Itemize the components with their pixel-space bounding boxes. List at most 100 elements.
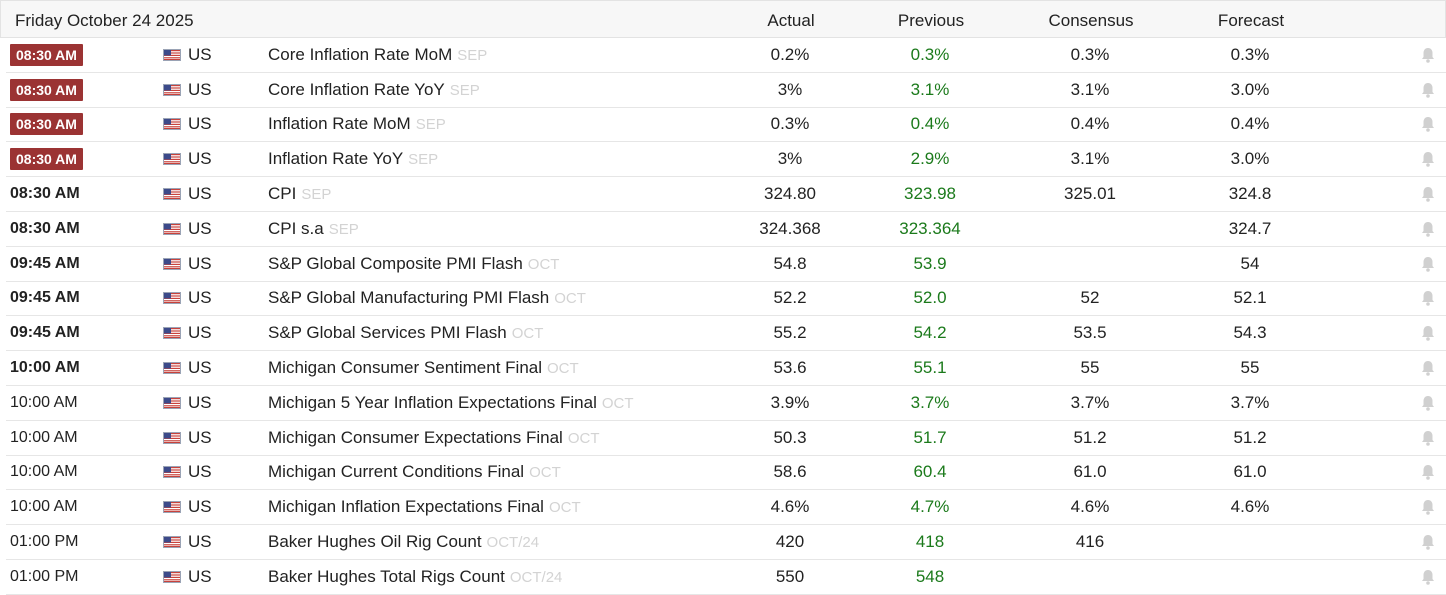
event-name[interactable]: Inflation Rate MoM — [268, 114, 411, 134]
bell-icon[interactable] — [1419, 359, 1437, 377]
event-name[interactable]: Michigan Consumer Sentiment Final — [268, 358, 543, 378]
event-name[interactable]: Baker Hughes Total Rigs Count — [268, 566, 505, 586]
event-name-link[interactable]: S&P Global Manufacturing PMI Flash OCT — [268, 288, 586, 308]
event-row[interactable]: 10:00 AM US Michigan Current Conditions … — [6, 456, 1446, 491]
event-previous: 0.3% — [910, 44, 950, 64]
bell-icon[interactable] — [1419, 289, 1437, 307]
event-name-link[interactable]: Michigan Current Conditions Final OCT — [268, 462, 561, 482]
event-name[interactable]: Michigan Consumer Expectations Final — [268, 427, 563, 447]
event-forecast: 54 — [1240, 253, 1260, 273]
bell-icon[interactable] — [1419, 463, 1437, 481]
event-country: US — [188, 149, 212, 169]
event-row[interactable]: 09:45 AM US S&P Global Manufacturing PMI… — [6, 282, 1446, 317]
event-row[interactable]: 01:00 PM US Baker Hughes Oil Rig Count OC… — [6, 525, 1446, 560]
event-actual: 420 — [775, 532, 805, 552]
event-forecast: 51.2 — [1233, 427, 1267, 447]
event-name-link[interactable]: S&P Global Services PMI Flash OCT — [268, 323, 543, 343]
event-name[interactable]: CPI s.a — [268, 218, 324, 238]
bell-icon[interactable] — [1419, 150, 1437, 168]
us-flag-icon — [163, 292, 181, 305]
event-name[interactable]: Baker Hughes Oil Rig Count — [268, 532, 482, 552]
event-name[interactable]: Core Inflation Rate MoM — [268, 44, 453, 64]
column-header-consensus[interactable]: Consensus — [1048, 11, 1134, 30]
column-header-actual[interactable]: Actual — [767, 11, 815, 30]
event-name-link[interactable]: Michigan Consumer Sentiment Final OCT — [268, 358, 579, 378]
event-name[interactable]: S&P Global Composite PMI Flash — [268, 253, 523, 273]
event-actual: 0.3% — [770, 114, 810, 134]
bell-icon[interactable] — [1419, 115, 1437, 133]
event-name-link[interactable]: CPI s.a SEP — [268, 219, 359, 239]
event-name[interactable]: Michigan Current Conditions Final — [268, 462, 525, 482]
bell-icon[interactable] — [1419, 255, 1437, 273]
event-consensus: 61.0 — [1073, 462, 1107, 482]
event-name-link[interactable]: Baker Hughes Total Rigs Count OCT/24 — [268, 567, 562, 587]
event-name-link[interactable]: Core Inflation Rate MoM SEP — [268, 45, 487, 65]
us-flag-icon — [163, 118, 181, 131]
event-row[interactable]: 10:00 AM US Michigan 5 Year Inflation Ex… — [6, 386, 1446, 421]
event-reference-period: OCT — [554, 290, 586, 308]
bell-icon[interactable] — [1419, 185, 1437, 203]
bell-icon[interactable] — [1419, 498, 1437, 516]
event-forecast: 61.0 — [1233, 462, 1267, 482]
event-country: US — [188, 184, 212, 204]
event-time: 01:00 PM — [10, 533, 79, 551]
event-actual: 4.6% — [770, 497, 810, 517]
event-row[interactable]: 08:30 AM US Core Inflation Rate MoM SEP 0… — [6, 38, 1446, 73]
event-name-link[interactable]: S&P Global Composite PMI Flash OCT — [268, 254, 559, 274]
event-actual: 3% — [777, 79, 803, 99]
event-name-link[interactable]: CPI SEP — [268, 184, 331, 204]
event-previous: 55.1 — [913, 358, 947, 378]
event-name[interactable]: Michigan Inflation Expectations Final — [268, 497, 544, 517]
event-name-link[interactable]: Baker Hughes Oil Rig Count OCT/24 — [268, 532, 539, 552]
bell-icon[interactable] — [1419, 46, 1437, 64]
event-row[interactable]: 08:30 AM US Inflation Rate MoM SEP 0.3% 0… — [6, 108, 1446, 143]
event-name[interactable]: Michigan 5 Year Inflation Expectations F… — [268, 392, 597, 412]
event-name[interactable]: Core Inflation Rate YoY — [268, 79, 445, 99]
event-row[interactable]: 08:30 AM US Core Inflation Rate YoY SEP 3… — [6, 73, 1446, 108]
event-row[interactable]: 08:30 AM US CPI s.a SEP 324.368 323.364 3… — [6, 212, 1446, 247]
event-name[interactable]: Inflation Rate YoY — [268, 149, 404, 169]
event-actual: 3.9% — [770, 392, 810, 412]
event-name-link[interactable]: Core Inflation Rate YoY SEP — [268, 80, 480, 100]
bell-icon[interactable] — [1419, 81, 1437, 99]
event-consensus: 325.01 — [1064, 184, 1116, 204]
event-row[interactable]: 01:00 PM US Baker Hughes Total Rigs Coun… — [6, 560, 1446, 595]
event-name-link[interactable]: Michigan Inflation Expectations Final OCT — [268, 497, 581, 517]
event-reference-period: SEP — [328, 220, 359, 238]
event-country: US — [188, 218, 212, 238]
event-row[interactable]: 10:00 AM US Michigan Inflation Expectati… — [6, 490, 1446, 526]
event-name-link[interactable]: Inflation Rate YoY SEP — [268, 149, 438, 169]
event-time: 08:30 AM — [10, 148, 83, 171]
event-name-link[interactable]: Michigan 5 Year Inflation Expectations F… — [268, 393, 634, 413]
event-name[interactable]: S&P Global Services PMI Flash — [268, 323, 507, 343]
event-country: US — [188, 288, 212, 308]
event-row[interactable]: 08:30 AM US CPI SEP 324.80 323.98 325.01 … — [6, 177, 1446, 212]
event-previous: 54.2 — [913, 323, 947, 343]
event-country: US — [188, 532, 212, 552]
event-name[interactable]: S&P Global Manufacturing PMI Flash — [268, 288, 550, 308]
bell-icon[interactable] — [1419, 533, 1437, 551]
event-name-link[interactable]: Michigan Consumer Expectations Final OCT — [268, 428, 599, 448]
event-country: US — [188, 462, 212, 482]
event-consensus: 53.5 — [1073, 323, 1107, 343]
calendar-header: Friday October 24 2025 Actual Previous C… — [0, 0, 1446, 38]
event-previous: 548 — [915, 566, 945, 586]
column-header-forecast[interactable]: Forecast — [1217, 11, 1285, 30]
bell-icon[interactable] — [1419, 220, 1437, 238]
event-row[interactable]: 09:45 AM US S&P Global Services PMI Flas… — [6, 316, 1446, 352]
us-flag-icon — [163, 501, 181, 514]
event-row[interactable]: 08:30 AM US Inflation Rate YoY SEP 3% 2.9… — [6, 142, 1446, 178]
event-name-link[interactable]: Inflation Rate MoM SEP — [268, 114, 446, 134]
bell-icon[interactable] — [1419, 568, 1437, 586]
column-header-previous[interactable]: Previous — [897, 11, 965, 30]
event-row[interactable]: 10:00 AM US Michigan Consumer Expectatio… — [6, 421, 1446, 456]
bell-icon[interactable] — [1419, 324, 1437, 342]
bell-icon[interactable] — [1419, 394, 1437, 412]
event-actual: 55.2 — [773, 323, 807, 343]
event-name[interactable]: CPI — [268, 184, 297, 204]
event-row[interactable]: 10:00 AM US Michigan Consumer Sentiment … — [6, 351, 1446, 386]
bell-icon[interactable] — [1419, 429, 1437, 447]
event-row[interactable]: 09:45 AM US S&P Global Composite PMI Fla… — [6, 247, 1446, 282]
event-reference-period: OCT — [511, 325, 544, 343]
